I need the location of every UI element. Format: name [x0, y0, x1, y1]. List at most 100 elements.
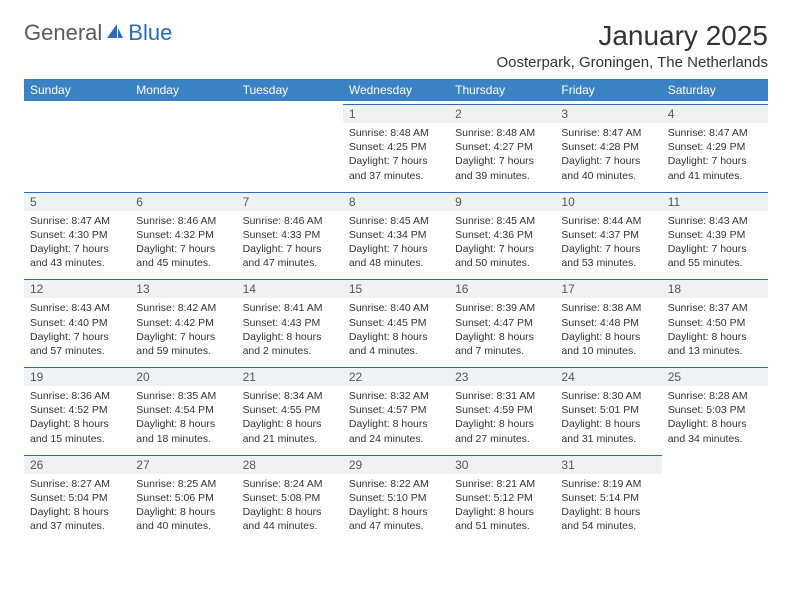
calendar-day-cell: 14 Sunrise: 8:41 AMSunset: 4:43 PMDayligh… — [237, 276, 343, 364]
day-number: 18 — [662, 279, 768, 298]
calendar-day-cell: 27Sunrise: 8:25 AMSunset: 5:06 PMDayligh… — [130, 452, 236, 540]
day-info: Sunrise: 8:47 AMSunset: 4:29 PMDaylight:… — [668, 126, 762, 183]
day-number: 23 — [449, 367, 555, 386]
calendar-day-cell: 30 Sunrise: 8:21 AMSunset: 5:12 PMDayligh… — [449, 452, 555, 540]
sunset-line: Sunset: 4:57 PM — [349, 403, 443, 417]
day-number: 10 — [555, 192, 661, 211]
day-info: Sunrise: 8:19 AMSunset: 5:14 PMDaylight:… — [561, 477, 655, 534]
sunset-line: Sunset: 5:08 PM — [243, 491, 337, 505]
sunset-line: Sunset: 4:30 PM — [30, 228, 124, 242]
calendar-week-row: 26 Sunrise: 8:27 AMSunset: 5:04 PMDayligh… — [24, 452, 768, 540]
day-info: Sunrise: 8:38 AMSunset: 4:48 PMDaylight:… — [561, 301, 655, 358]
day-number: 5 — [24, 192, 130, 211]
sunset-line: Sunset: 4:47 PM — [455, 316, 549, 330]
day-cell-content: 8Sunrise: 8:45 AMSunset: 4:34 PMDaylight… — [343, 189, 449, 277]
day-number: 9 — [449, 192, 555, 211]
sunrise-line: Sunrise: 8:45 AM — [349, 214, 443, 228]
day-header-sunday: Sunday — [24, 79, 130, 101]
empty-cell — [130, 101, 236, 179]
sunset-line: Sunset: 4:34 PM — [349, 228, 443, 242]
daylight-line: Daylight: 7 hours and 55 minutes. — [668, 242, 762, 270]
day-cell-content: 21Sunrise: 8:34 AMSunset: 4:55 PMDayligh… — [237, 364, 343, 452]
day-info: Sunrise: 8:45 AMSunset: 4:34 PMDaylight:… — [349, 214, 443, 271]
day-cell-content: 3 Sunrise: 8:47 AMSunset: 4:28 PMDaylight… — [555, 101, 661, 189]
daylight-line: Daylight: 8 hours and 54 minutes. — [561, 505, 655, 533]
sunset-line: Sunset: 4:48 PM — [561, 316, 655, 330]
day-info: Sunrise: 8:27 AMSunset: 5:04 PMDaylight:… — [30, 477, 124, 534]
day-info: Sunrise: 8:31 AMSunset: 4:59 PMDaylight:… — [455, 389, 549, 446]
logo: General Blue — [24, 20, 172, 46]
calendar-week-row: 12 Sunrise: 8:43 AMSunset: 4:40 PMDayligh… — [24, 276, 768, 364]
day-header-tuesday: Tuesday — [237, 79, 343, 101]
sunrise-line: Sunrise: 8:27 AM — [30, 477, 124, 491]
day-number: 7 — [237, 192, 343, 211]
day-cell-content: 30 Sunrise: 8:21 AMSunset: 5:12 PMDayligh… — [449, 452, 555, 540]
day-number: 20 — [130, 367, 236, 386]
day-cell-content: 12 Sunrise: 8:43 AMSunset: 4:40 PMDayligh… — [24, 276, 130, 364]
day-cell-content: 2Sunrise: 8:48 AMSunset: 4:27 PMDaylight… — [449, 101, 555, 189]
day-cell-content: 23 Sunrise: 8:31 AMSunset: 4:59 PMDayligh… — [449, 364, 555, 452]
day-info: Sunrise: 8:46 AMSunset: 4:32 PMDaylight:… — [136, 214, 230, 271]
daylight-line: Daylight: 8 hours and 44 minutes. — [243, 505, 337, 533]
calendar-week-row: 19Sunrise: 8:36 AMSunset: 4:52 PMDayligh… — [24, 364, 768, 452]
day-info: Sunrise: 8:34 AMSunset: 4:55 PMDaylight:… — [243, 389, 337, 446]
day-cell-content: 5Sunrise: 8:47 AMSunset: 4:30 PMDaylight… — [24, 189, 130, 277]
calendar-header-row: SundayMondayTuesdayWednesdayThursdayFrid… — [24, 79, 768, 101]
day-number: 28 — [237, 455, 343, 474]
day-number: 26 — [24, 455, 130, 474]
sunrise-line: Sunrise: 8:47 AM — [30, 214, 124, 228]
day-cell-content: 29Sunrise: 8:22 AMSunset: 5:10 PMDayligh… — [343, 452, 449, 540]
day-info: Sunrise: 8:47 AMSunset: 4:28 PMDaylight:… — [561, 126, 655, 183]
sunset-line: Sunset: 4:27 PM — [455, 140, 549, 154]
month-title: January 2025 — [496, 20, 768, 52]
day-cell-content: 15Sunrise: 8:40 AMSunset: 4:45 PMDayligh… — [343, 276, 449, 364]
page-header: General Blue January 2025 Oosterpark, Gr… — [24, 20, 768, 71]
sunrise-line: Sunrise: 8:48 AM — [349, 126, 443, 140]
day-number: 14 — [237, 279, 343, 298]
day-header-thursday: Thursday — [449, 79, 555, 101]
calendar-day-cell: 31Sunrise: 8:19 AMSunset: 5:14 PMDayligh… — [555, 452, 661, 540]
sunset-line: Sunset: 4:40 PM — [30, 316, 124, 330]
day-cell-content: 27Sunrise: 8:25 AMSunset: 5:06 PMDayligh… — [130, 452, 236, 540]
day-cell-content: 17Sunrise: 8:38 AMSunset: 4:48 PMDayligh… — [555, 276, 661, 364]
calendar-day-cell: 13Sunrise: 8:42 AMSunset: 4:42 PMDayligh… — [130, 276, 236, 364]
sunset-line: Sunset: 4:50 PM — [668, 316, 762, 330]
sunrise-line: Sunrise: 8:34 AM — [243, 389, 337, 403]
day-number: 30 — [449, 455, 555, 474]
day-cell-content: 14 Sunrise: 8:41 AMSunset: 4:43 PMDayligh… — [237, 276, 343, 364]
day-cell-content: 9 Sunrise: 8:45 AMSunset: 4:36 PMDaylight… — [449, 189, 555, 277]
day-info: Sunrise: 8:43 AMSunset: 4:39 PMDaylight:… — [668, 214, 762, 271]
day-header-wednesday: Wednesday — [343, 79, 449, 101]
logo-text-blue: Blue — [128, 20, 172, 46]
sunset-line: Sunset: 4:59 PM — [455, 403, 549, 417]
day-info: Sunrise: 8:41 AMSunset: 4:43 PMDaylight:… — [243, 301, 337, 358]
day-info: Sunrise: 8:43 AMSunset: 4:40 PMDaylight:… — [30, 301, 124, 358]
sunrise-line: Sunrise: 8:30 AM — [561, 389, 655, 403]
day-info: Sunrise: 8:46 AMSunset: 4:33 PMDaylight:… — [243, 214, 337, 271]
sunrise-line: Sunrise: 8:35 AM — [136, 389, 230, 403]
day-info: Sunrise: 8:35 AMSunset: 4:54 PMDaylight:… — [136, 389, 230, 446]
day-info: Sunrise: 8:36 AMSunset: 4:52 PMDaylight:… — [30, 389, 124, 446]
sunset-line: Sunset: 4:37 PM — [561, 228, 655, 242]
daylight-line: Daylight: 8 hours and 13 minutes. — [668, 330, 762, 358]
sunset-line: Sunset: 4:25 PM — [349, 140, 443, 154]
day-info: Sunrise: 8:30 AMSunset: 5:01 PMDaylight:… — [561, 389, 655, 446]
day-info: Sunrise: 8:21 AMSunset: 5:12 PMDaylight:… — [455, 477, 549, 534]
calendar-day-cell: 5Sunrise: 8:47 AMSunset: 4:30 PMDaylight… — [24, 189, 130, 277]
day-number: 3 — [555, 104, 661, 123]
sunset-line: Sunset: 5:03 PM — [668, 403, 762, 417]
sunrise-line: Sunrise: 8:22 AM — [349, 477, 443, 491]
day-number: 12 — [24, 279, 130, 298]
day-info: Sunrise: 8:45 AMSunset: 4:36 PMDaylight:… — [455, 214, 549, 271]
day-cell-content: 25Sunrise: 8:28 AMSunset: 5:03 PMDayligh… — [662, 364, 768, 452]
calendar-day-cell: 15Sunrise: 8:40 AMSunset: 4:45 PMDayligh… — [343, 276, 449, 364]
daylight-line: Daylight: 8 hours and 40 minutes. — [136, 505, 230, 533]
calendar-empty-cell — [237, 101, 343, 189]
calendar-day-cell: 10Sunrise: 8:44 AMSunset: 4:37 PMDayligh… — [555, 189, 661, 277]
day-number: 1 — [343, 104, 449, 123]
sunrise-line: Sunrise: 8:36 AM — [30, 389, 124, 403]
daylight-line: Daylight: 7 hours and 41 minutes. — [668, 154, 762, 182]
sunset-line: Sunset: 4:43 PM — [243, 316, 337, 330]
sunset-line: Sunset: 5:06 PM — [136, 491, 230, 505]
sunset-line: Sunset: 4:42 PM — [136, 316, 230, 330]
